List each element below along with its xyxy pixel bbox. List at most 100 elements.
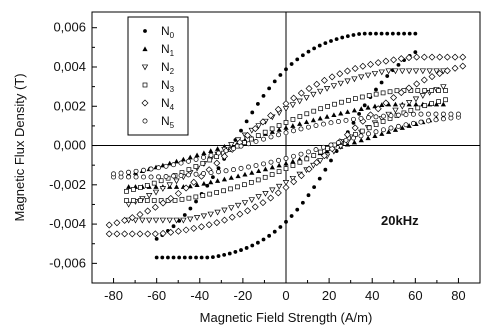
data-point — [261, 136, 266, 142]
data-point — [436, 88, 441, 93]
data-point — [351, 65, 359, 72]
data-point — [223, 148, 229, 154]
data-point — [262, 166, 269, 172]
data-point — [141, 174, 146, 180]
data-point — [180, 156, 186, 162]
data-point — [418, 119, 424, 125]
data-point — [329, 39, 333, 43]
data-point — [419, 93, 427, 99]
data-point — [152, 217, 160, 224]
data-point — [248, 136, 254, 142]
data-point — [297, 114, 303, 119]
data-point — [152, 189, 160, 196]
data-point — [426, 68, 433, 75]
y-tick-label: -0,006 — [49, 255, 86, 270]
y-tick-label: 0,000 — [53, 138, 86, 153]
data-point — [207, 211, 214, 218]
data-point — [249, 170, 255, 175]
data-point — [459, 62, 467, 70]
y-tick-label: -0,002 — [49, 177, 86, 192]
data-point — [323, 85, 331, 92]
data-point — [313, 158, 321, 166]
data-point — [145, 193, 153, 199]
data-point — [337, 80, 344, 87]
data-point — [275, 183, 283, 190]
data-point — [171, 255, 176, 260]
data-point — [317, 115, 323, 121]
data-point — [276, 127, 282, 132]
data-point — [351, 120, 356, 125]
data-point — [419, 68, 427, 75]
data-point — [251, 203, 259, 211]
data-point — [388, 125, 394, 131]
data-point — [163, 163, 169, 169]
data-point — [163, 174, 169, 179]
data-point — [429, 88, 434, 93]
data-point — [276, 132, 281, 138]
data-point — [297, 89, 305, 97]
data-point — [330, 83, 338, 90]
data-point — [412, 96, 420, 103]
data-point — [413, 101, 419, 107]
legend-label: N0 — [161, 24, 175, 40]
data-point — [381, 113, 386, 119]
data-point — [262, 174, 268, 180]
data-point — [380, 119, 386, 124]
data-point — [255, 194, 262, 201]
data-point — [290, 117, 296, 122]
data-point — [413, 50, 418, 55]
data-point — [121, 230, 129, 238]
data-point — [274, 105, 282, 113]
data-point — [144, 183, 150, 188]
data-point — [396, 31, 401, 36]
data-point — [194, 255, 198, 260]
data-point — [153, 184, 159, 189]
data-point — [337, 144, 344, 150]
data-point — [216, 150, 221, 156]
data-point — [351, 135, 356, 141]
data-point — [128, 214, 136, 222]
data-point — [182, 226, 190, 234]
data-point — [158, 178, 164, 184]
data-point — [269, 172, 275, 177]
data-point — [373, 129, 379, 135]
data-point — [276, 123, 282, 128]
data-point — [262, 191, 269, 197]
data-point — [291, 153, 296, 159]
data-point — [440, 84, 447, 91]
data-point — [328, 142, 334, 148]
data-point — [199, 255, 204, 260]
data-point — [205, 183, 210, 188]
data-point — [223, 168, 229, 174]
data-point — [128, 230, 136, 238]
data-point — [372, 103, 378, 109]
data-point — [105, 230, 113, 238]
data-point — [139, 217, 146, 224]
data-point — [253, 163, 259, 168]
data-point — [426, 118, 431, 124]
data-point — [194, 152, 200, 158]
data-point — [187, 183, 193, 189]
data-point — [283, 155, 289, 161]
data-point — [283, 130, 289, 136]
data-point — [418, 111, 424, 117]
x-tick-label: 80 — [451, 288, 465, 303]
data-point — [142, 118, 148, 124]
data-point — [118, 170, 124, 176]
legend-box — [127, 16, 189, 136]
data-point — [221, 152, 229, 160]
data-point — [359, 94, 365, 100]
data-point — [228, 175, 234, 180]
data-point — [440, 101, 446, 107]
data-point — [171, 162, 176, 168]
data-point — [166, 217, 173, 224]
legend-label: N1 — [161, 42, 175, 58]
data-point — [278, 73, 283, 77]
data-point — [378, 69, 385, 76]
data-point — [392, 127, 399, 132]
data-point — [405, 84, 413, 92]
data-point — [402, 31, 406, 36]
data-point — [373, 122, 379, 127]
data-point — [171, 173, 176, 179]
data-point — [201, 180, 207, 186]
